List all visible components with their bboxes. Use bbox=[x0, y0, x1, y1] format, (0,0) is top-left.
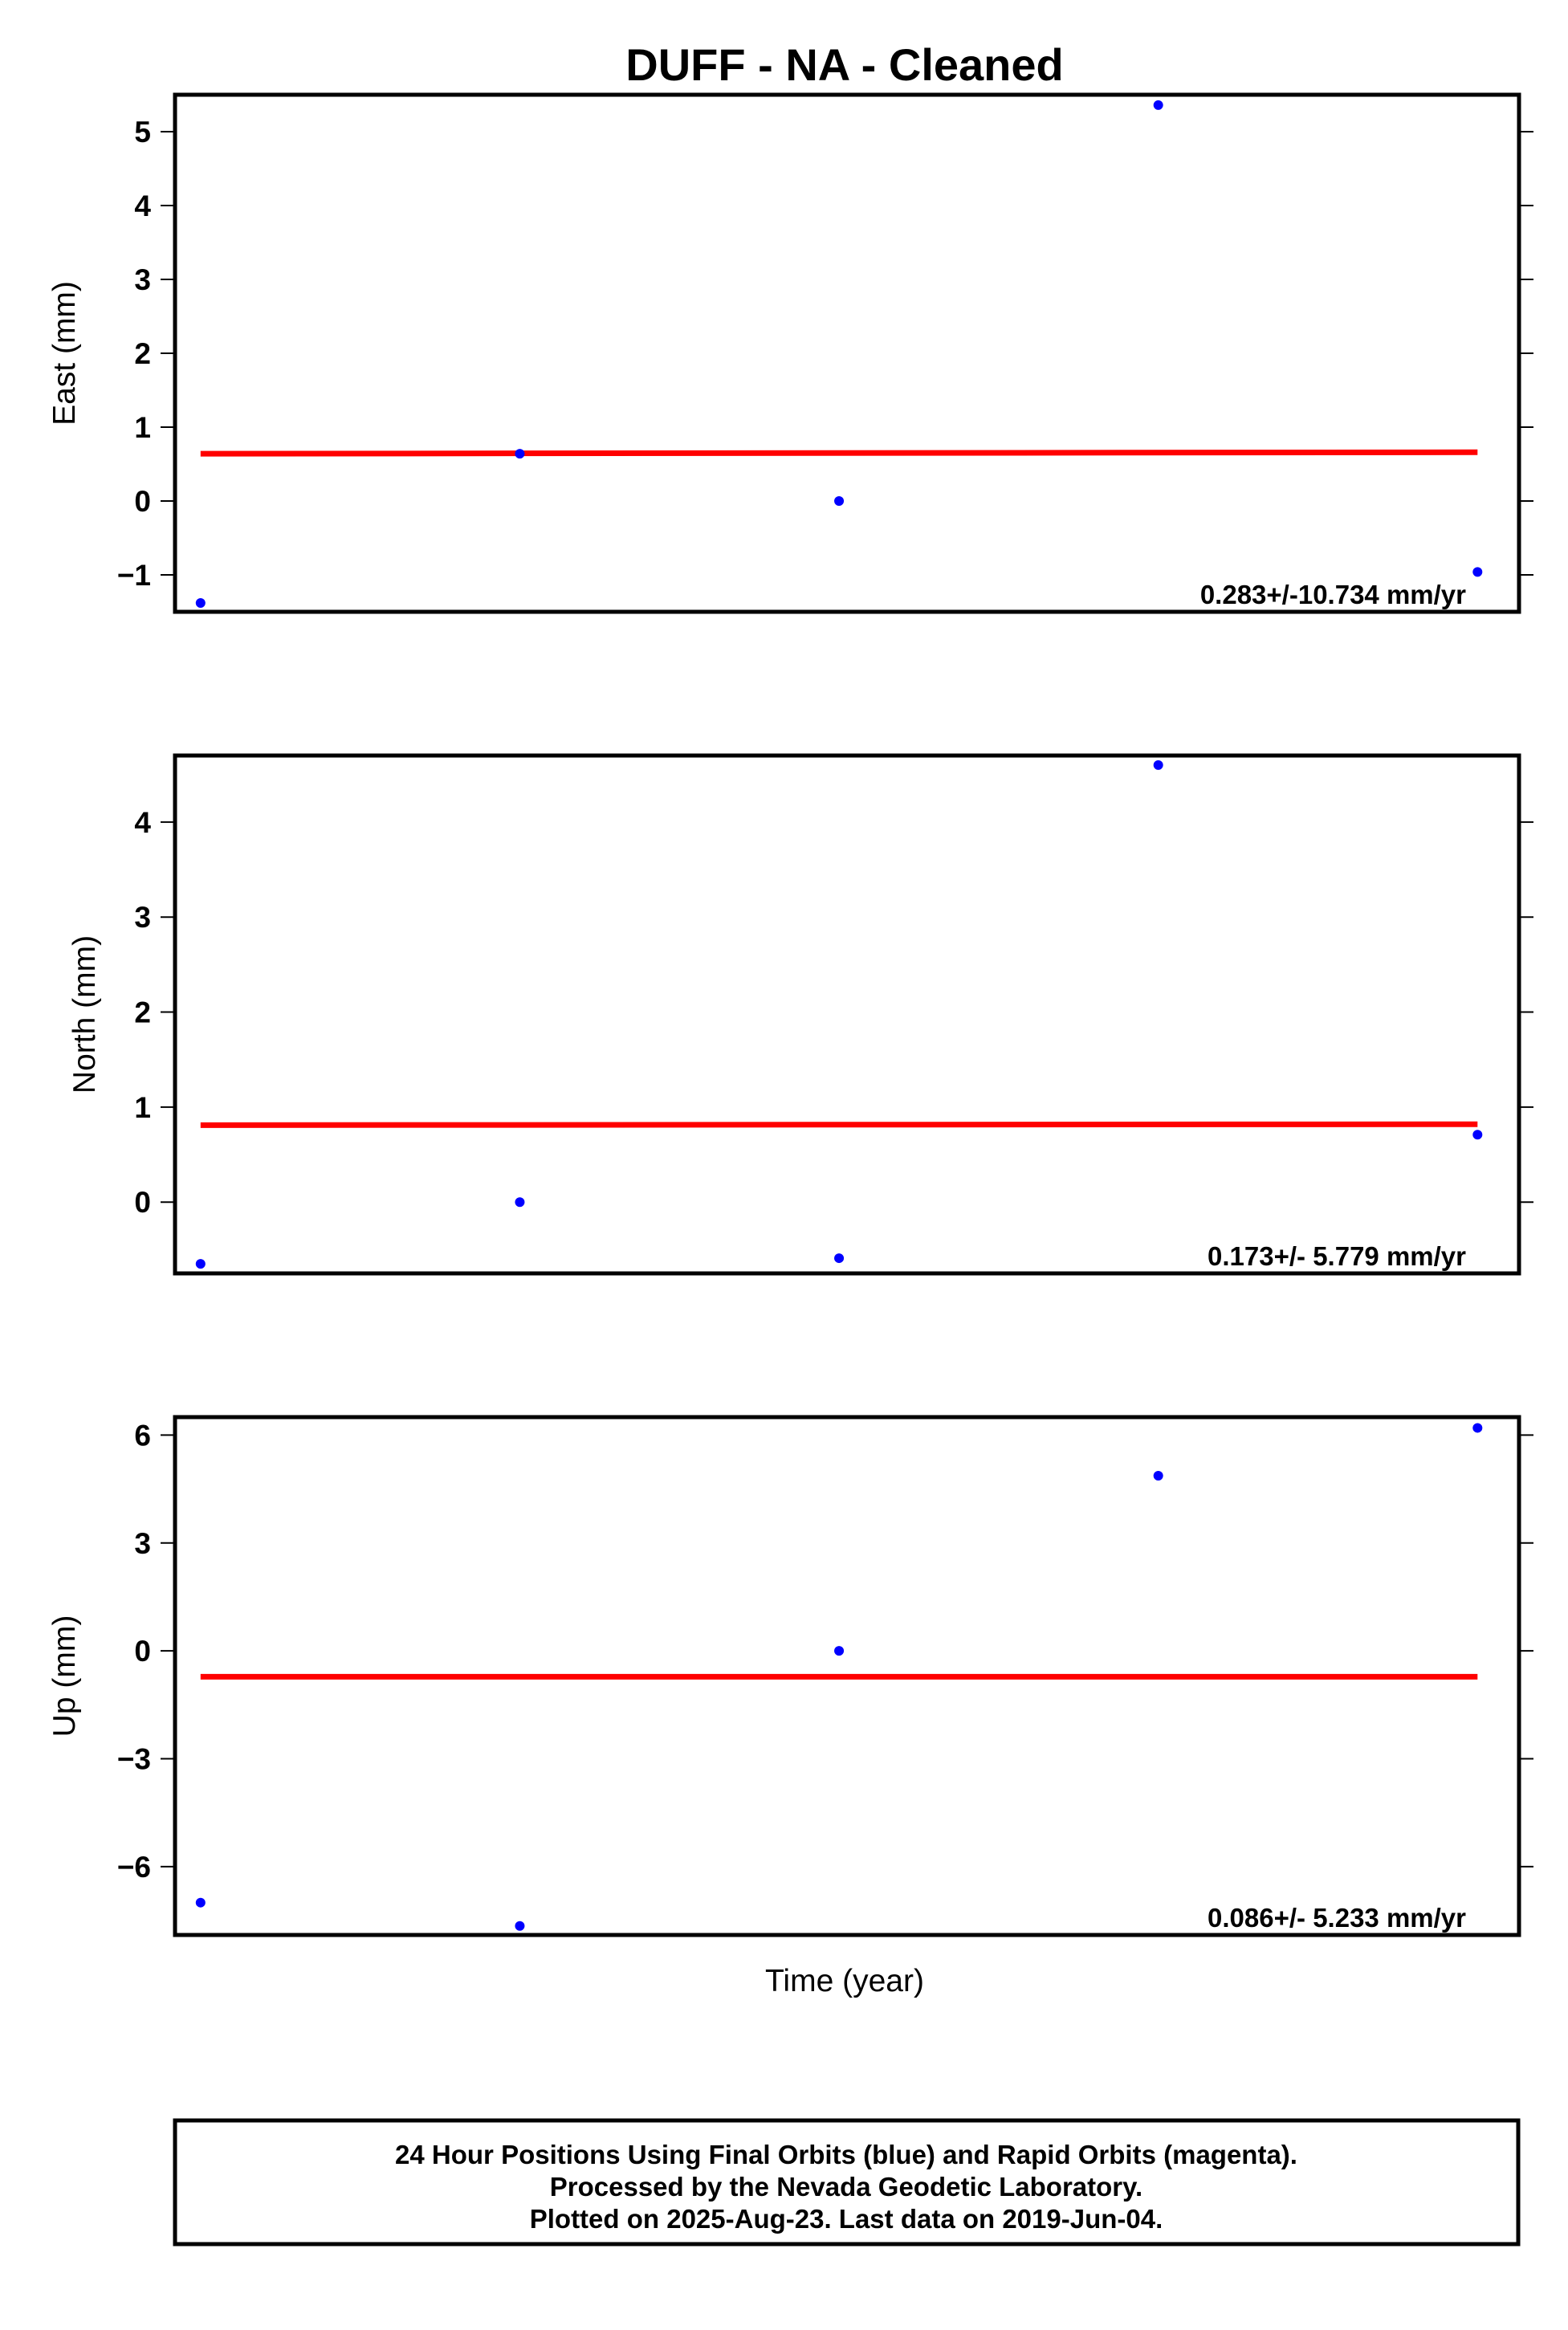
y-tick-label: 1 bbox=[134, 1091, 151, 1124]
rate-label: 0.173+/- 5.779 mm/yr bbox=[1208, 1241, 1466, 1271]
x-axis-label: Time (year) bbox=[765, 1964, 924, 1998]
data-point bbox=[1472, 1130, 1483, 1140]
data-point bbox=[834, 1253, 845, 1264]
panel-frame bbox=[173, 92, 1521, 614]
chart-title: DUFF - NA - Cleaned bbox=[625, 39, 1063, 90]
data-point bbox=[515, 1197, 525, 1208]
y-axis-label: East (mm) bbox=[47, 281, 82, 426]
trend-line bbox=[200, 449, 1478, 457]
y-tick-label: −1 bbox=[117, 559, 151, 592]
data-point bbox=[834, 1646, 845, 1656]
footer-line-1: 24 Hour Positions Using Final Orbits (bl… bbox=[395, 2140, 1297, 2169]
panel-frame bbox=[173, 753, 1521, 1276]
data-point bbox=[834, 496, 845, 506]
data-point bbox=[515, 449, 525, 459]
data-point bbox=[195, 1259, 206, 1269]
y-tick-label: 0 bbox=[134, 1635, 151, 1668]
y-axis-label: North (mm) bbox=[67, 935, 102, 1094]
y-tick-label: 3 bbox=[134, 901, 151, 934]
footer-line-3: Plotted on 2025-Aug-23. Last data on 201… bbox=[530, 2204, 1163, 2234]
panels: −1 0 1 2 3 4 5 East (mm) 0.283+/-10.734 mm/yr 0 1 2… bbox=[47, 92, 1533, 1937]
data-point bbox=[1153, 760, 1163, 770]
y-axis-label: Up (mm) bbox=[47, 1615, 82, 1737]
rate-label: 0.283+/-10.734 mm/yr bbox=[1200, 580, 1466, 609]
data-point bbox=[1472, 1423, 1483, 1433]
y-tick-label: 4 bbox=[134, 806, 151, 839]
rate-label: 0.086+/- 5.233 mm/yr bbox=[1208, 1903, 1466, 1933]
data-point bbox=[1472, 567, 1483, 577]
footer-line-2: Processed by the Nevada Geodetic Laborat… bbox=[550, 2172, 1142, 2202]
y-tick-label: 0 bbox=[134, 485, 151, 518]
y-tick-label: 4 bbox=[134, 189, 151, 222]
panel-frame bbox=[173, 1415, 1521, 1937]
y-tick-label: 0 bbox=[134, 1186, 151, 1219]
data-point bbox=[1153, 100, 1163, 110]
footer-box: 24 Hour Positions Using Final Orbits (bl… bbox=[173, 2118, 1521, 2246]
y-tick-label: 3 bbox=[134, 1527, 151, 1560]
panel-2: 0 1 2 3 4 North (mm) 0.173+/- 5.779 mm/yr bbox=[67, 753, 1533, 1276]
data-point bbox=[195, 597, 206, 608]
footer-frame bbox=[173, 2118, 1521, 2246]
panel-1: −1 0 1 2 3 4 5 East (mm) 0.283+/-10.734 mm/yr bbox=[47, 92, 1533, 614]
y-tick-label: 1 bbox=[134, 411, 151, 444]
y-tick-label: 3 bbox=[134, 263, 151, 296]
y-tick-label: 2 bbox=[134, 996, 151, 1029]
y-tick-label: 5 bbox=[134, 116, 151, 149]
y-tick-label: 6 bbox=[134, 1419, 151, 1452]
y-tick-label: −3 bbox=[117, 1743, 151, 1776]
y-tick-label: 2 bbox=[134, 337, 151, 370]
data-point bbox=[1153, 1471, 1163, 1481]
data-point bbox=[515, 1921, 525, 1931]
trend-line bbox=[200, 1121, 1478, 1128]
data-point bbox=[195, 1897, 206, 1908]
y-tick-label: −6 bbox=[117, 1851, 151, 1884]
panel-3: −6 −3 0 3 6 Up (mm) 0.086+/- 5.233 mm/yr bbox=[47, 1415, 1533, 1937]
